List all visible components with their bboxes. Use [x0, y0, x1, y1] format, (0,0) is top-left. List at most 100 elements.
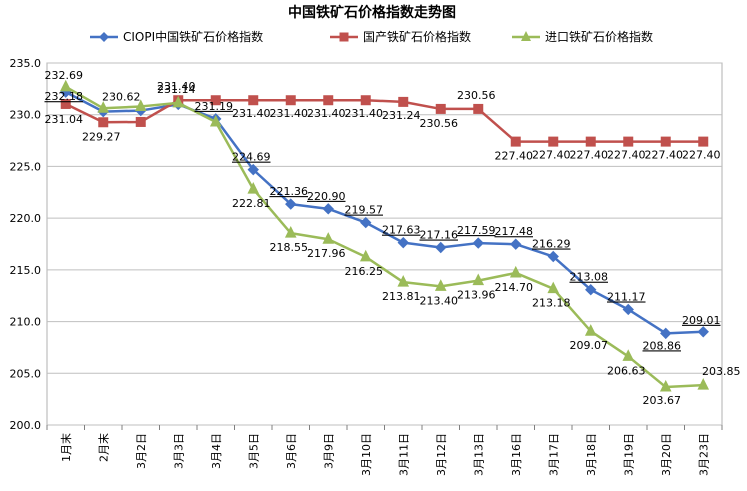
x-tick-label: 3月2日	[135, 433, 148, 469]
data-point	[547, 281, 560, 294]
data-label: 203.85	[702, 365, 741, 378]
x-tick-label: 3月18日	[585, 433, 598, 476]
x-tick-label: 1月末	[59, 433, 73, 462]
legend-label: 进口铁矿石价格指数	[545, 29, 653, 44]
data-point	[397, 236, 409, 249]
data-point	[473, 103, 484, 114]
data-point	[547, 250, 559, 263]
data-label: 213.18	[532, 297, 571, 310]
data-label: 203.67	[643, 394, 682, 407]
data-label: 227.40	[570, 149, 609, 162]
x-tick-label: 2月末	[96, 433, 110, 462]
data-point	[509, 265, 522, 278]
data-point	[660, 136, 671, 147]
data-point	[698, 136, 709, 147]
chart-title: 中国铁矿石价格指数走势图	[288, 4, 456, 21]
data-label: 216.25	[345, 265, 384, 278]
y-tick-label: 215.0	[10, 264, 42, 277]
data-point	[285, 198, 297, 210]
data-point	[210, 95, 221, 106]
data-point	[135, 116, 146, 127]
data-point	[284, 226, 297, 238]
data-label: 217.96	[307, 247, 346, 260]
x-tick-label: 3月23日	[697, 433, 710, 476]
data-point	[323, 95, 334, 106]
data-point	[622, 303, 634, 316]
data-label: 209.01	[682, 314, 721, 327]
x-tick-label: 3月17日	[547, 433, 560, 476]
data-label: 231.40	[307, 107, 346, 120]
data-point	[697, 326, 709, 338]
data-label: 231.40	[232, 107, 271, 120]
data-point	[435, 103, 446, 114]
data-point	[98, 117, 109, 128]
data-point	[622, 349, 635, 361]
data-label: 230.62	[102, 90, 141, 103]
data-label: 232.18	[45, 90, 84, 103]
data-point	[247, 163, 259, 176]
data-label: 216.29	[532, 238, 571, 251]
data-point	[322, 203, 334, 215]
data-point	[434, 279, 447, 291]
x-tick-label: 3月11日	[397, 433, 410, 476]
data-point	[472, 237, 484, 249]
data-label: 232.69	[45, 69, 84, 82]
y-tick-label: 220.0	[10, 212, 42, 225]
data-label: 231.40	[345, 107, 384, 120]
x-tick-label: 3月12日	[435, 433, 448, 476]
data-label: 227.40	[495, 150, 534, 163]
data-label: 231.14	[157, 83, 196, 96]
x-tick-label: 3月10日	[360, 433, 373, 476]
data-label: 206.63	[607, 364, 646, 377]
data-label: 219.57	[345, 204, 384, 217]
data-label: 231.04	[45, 113, 84, 126]
legend-label: CIOPI中国铁矿石价格指数	[123, 29, 263, 44]
data-label: 224.69	[232, 151, 271, 164]
x-tick-label: 3月4日	[210, 433, 223, 469]
data-point	[247, 181, 260, 194]
data-point	[472, 273, 485, 286]
legend-marker	[99, 32, 109, 42]
data-label: 213.96	[457, 289, 496, 302]
data-point	[248, 95, 259, 106]
data-label: 230.56	[420, 117, 459, 130]
data-label: 217.48	[495, 225, 534, 238]
x-tick-label: 3月16日	[510, 433, 523, 476]
data-label: 208.86	[643, 339, 682, 352]
y-tick-label: 200.0	[10, 419, 42, 432]
x-tick-label: 3月20日	[660, 433, 673, 476]
data-label: 227.40	[532, 149, 571, 162]
data-point	[510, 238, 522, 250]
data-point	[59, 79, 72, 92]
data-point	[584, 324, 597, 336]
data-label: 218.55	[270, 241, 309, 254]
y-tick-label: 230.0	[10, 109, 42, 122]
legend-label: 国产铁矿石价格指数	[363, 29, 471, 44]
data-label: 227.40	[682, 149, 721, 162]
data-point	[60, 98, 71, 109]
series-line	[65, 91, 704, 335]
data-point	[285, 95, 296, 106]
data-point	[398, 96, 409, 107]
data-point	[134, 99, 147, 111]
data-label: 230.56	[457, 89, 496, 102]
data-point	[209, 114, 222, 127]
data-label: 221.36	[270, 185, 309, 198]
x-tick-label: 3月5日	[247, 433, 260, 469]
y-tick-label: 225.0	[10, 160, 42, 173]
data-point	[510, 136, 521, 147]
data-label: 211.17	[607, 290, 646, 303]
data-point	[359, 249, 372, 262]
data-point	[585, 136, 596, 147]
data-point	[397, 275, 410, 287]
data-point	[548, 136, 559, 147]
data-label: 217.63	[382, 224, 421, 237]
data-point	[322, 232, 335, 244]
data-label: 214.70	[495, 281, 534, 294]
data-point	[623, 136, 634, 147]
y-tick-label: 235.0	[10, 57, 42, 70]
data-label: 231.40	[270, 107, 309, 120]
data-label: 229.27	[82, 130, 121, 143]
